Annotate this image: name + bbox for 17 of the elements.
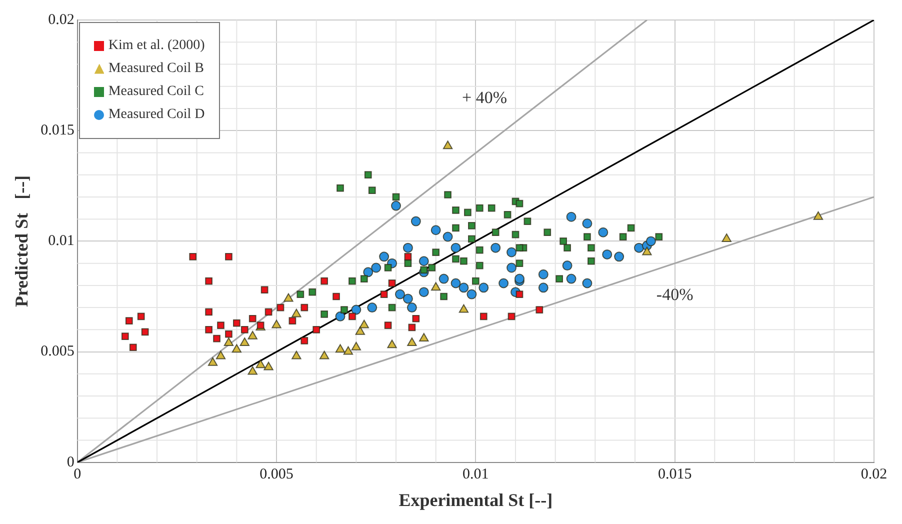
x-tick-label: 0.02	[860, 466, 888, 482]
legend-label: Measured Coil D	[108, 107, 205, 122]
y-tick-label: 0.005	[40, 344, 74, 360]
annotation: + 40%	[462, 88, 508, 108]
x-axis-title: Experimental St [--]	[398, 490, 553, 510]
legend-label: Kim et al. (2000)	[108, 38, 205, 53]
x-tick-label: 0.015	[658, 466, 692, 482]
legend-label: Measured Coil C	[108, 84, 204, 99]
y-tick-label: 0.02	[48, 12, 74, 28]
annotation: -40%	[656, 284, 694, 304]
x-tick-label: 0.005	[260, 466, 294, 482]
y-tick-label: 0.01	[48, 233, 74, 250]
y-tick-label: 0.015	[40, 122, 74, 139]
y-tick-label: 0	[66, 454, 74, 470]
x-tick-label: 0.01	[462, 466, 489, 482]
y-axis-title: Predicted St [--]	[11, 175, 32, 308]
legend-label: Measured Coil B	[108, 61, 204, 76]
